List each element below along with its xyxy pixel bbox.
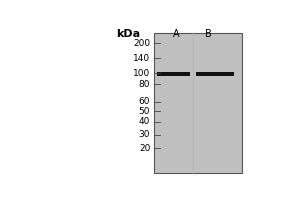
Text: 200: 200 <box>133 39 150 48</box>
Text: A: A <box>172 29 179 39</box>
Text: B: B <box>205 29 212 39</box>
Text: 20: 20 <box>139 144 150 153</box>
Text: 140: 140 <box>133 54 150 63</box>
Text: 40: 40 <box>139 117 150 126</box>
Text: 50: 50 <box>139 107 150 116</box>
Bar <box>154 33 242 173</box>
Bar <box>157 72 190 76</box>
Bar <box>196 72 234 76</box>
Text: kDa: kDa <box>116 29 140 39</box>
Text: 30: 30 <box>139 130 150 139</box>
Text: 80: 80 <box>139 80 150 89</box>
Text: 100: 100 <box>133 69 150 78</box>
Text: 60: 60 <box>139 97 150 106</box>
